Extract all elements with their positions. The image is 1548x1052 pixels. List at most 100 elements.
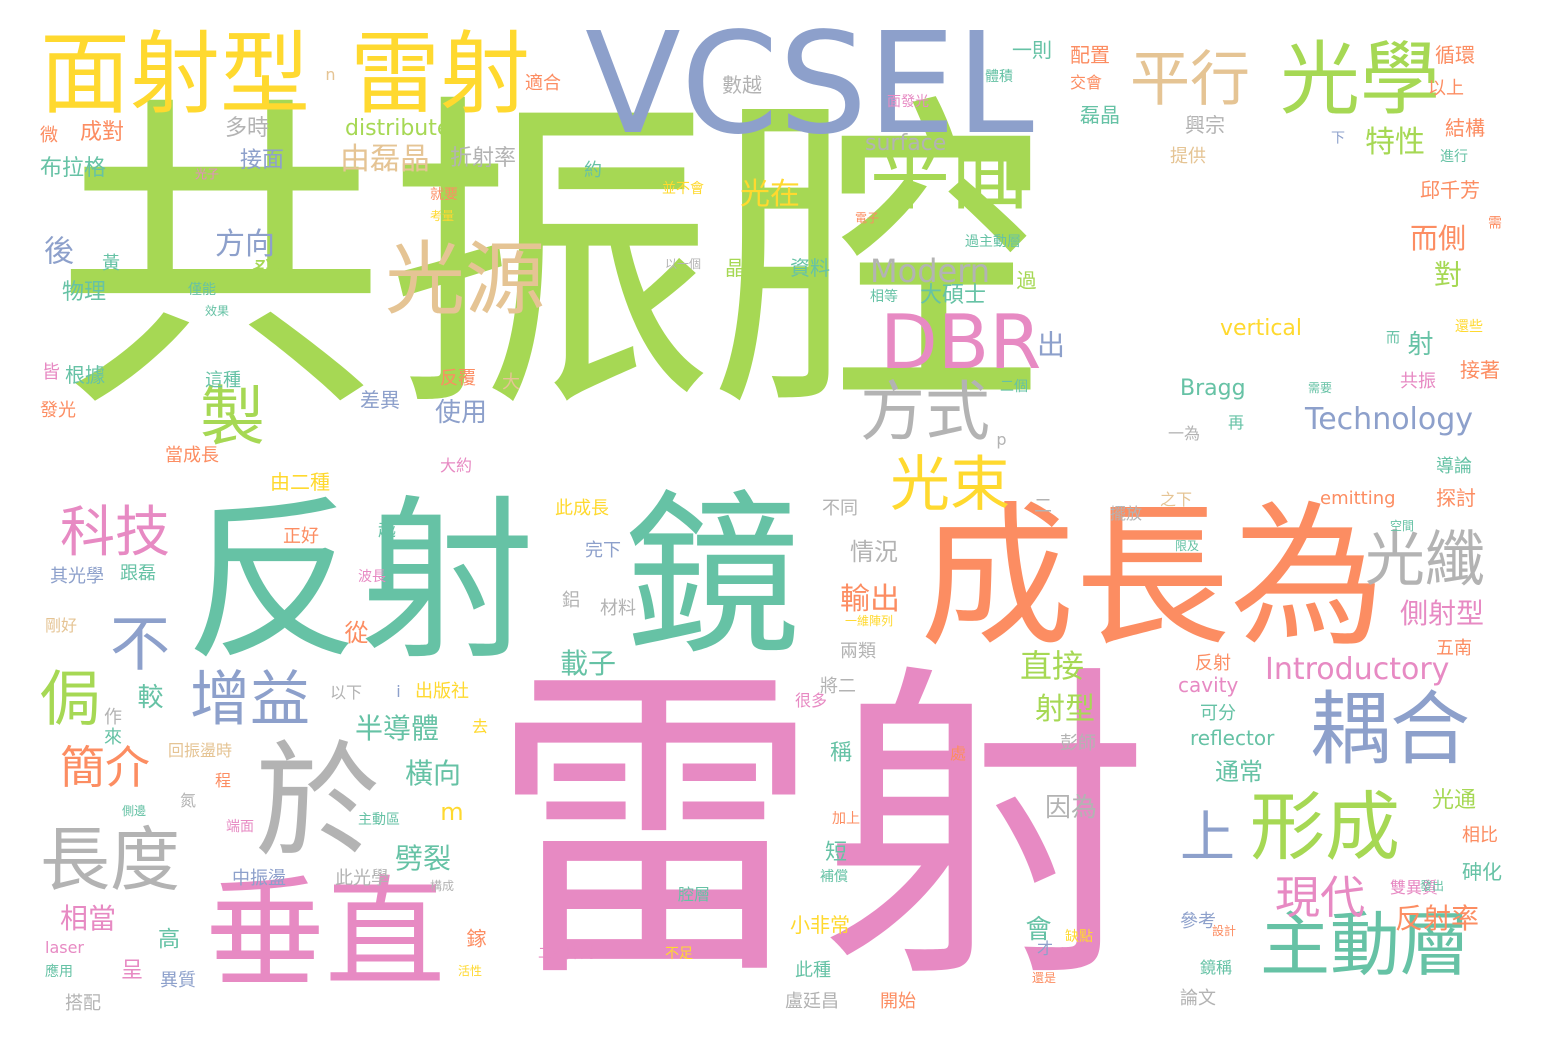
cloud-word: 才 bbox=[1034, 940, 1053, 956]
cloud-word: 完下 bbox=[585, 540, 621, 561]
cloud-word: 大約 bbox=[440, 456, 473, 475]
cloud-word: 不足 bbox=[665, 946, 693, 962]
cloud-word: 以下 bbox=[330, 683, 363, 702]
cloud-word: p bbox=[992, 430, 1011, 449]
cloud-word: 過主動層 bbox=[965, 234, 1021, 250]
cloud-word: 過 bbox=[1013, 270, 1037, 290]
cloud-word: 增益 bbox=[190, 665, 310, 735]
cloud-word: 空間 bbox=[1390, 519, 1415, 533]
cloud-word: 需 bbox=[1486, 215, 1502, 229]
cloud-word: 現代 bbox=[1275, 871, 1366, 924]
cloud-word: 中振盪 bbox=[232, 868, 286, 889]
cloud-word: 波長 bbox=[358, 569, 386, 585]
cloud-word: 平面 bbox=[870, 128, 1030, 221]
cloud-word: 光源 bbox=[385, 233, 545, 326]
cloud-word: 交會 bbox=[1070, 73, 1103, 92]
cloud-word: 根據 bbox=[65, 363, 105, 387]
cloud-word: 興宗 bbox=[1185, 113, 1225, 137]
cloud-word: 鏡 bbox=[625, 476, 800, 679]
cloud-word: 正好 bbox=[283, 526, 319, 547]
cloud-word: i bbox=[389, 682, 408, 701]
cloud-word: 下 bbox=[1329, 130, 1345, 144]
cloud-word: 劈裂 bbox=[395, 842, 452, 875]
cloud-word: 磊晶 bbox=[1080, 103, 1120, 127]
cloud-word: 二維陣列 bbox=[538, 946, 594, 962]
cloud-word: 布拉格 bbox=[40, 156, 107, 181]
cloud-word: 很多 bbox=[795, 691, 828, 710]
cloud-word: 其光學 bbox=[50, 566, 104, 587]
cloud-word: 小非常 bbox=[790, 913, 850, 937]
cloud-word: 半導體 bbox=[355, 712, 440, 745]
cloud-word: 黃 bbox=[99, 253, 120, 271]
cloud-word: 搭配 bbox=[65, 993, 101, 1014]
cloud-word: 以上 bbox=[1428, 78, 1464, 99]
cloud-word: 光子 bbox=[195, 167, 220, 181]
cloud-word: 方式 bbox=[860, 375, 991, 450]
cloud-word: Modern bbox=[870, 252, 991, 290]
cloud-word: 回振盪時 bbox=[168, 741, 233, 760]
cloud-word: 此光學 bbox=[335, 868, 389, 889]
cloud-word: 反覆 bbox=[440, 368, 476, 389]
cloud-word: 材料 bbox=[600, 598, 636, 619]
cloud-word: 射型 bbox=[1035, 692, 1095, 727]
cloud-word: reflector bbox=[1190, 726, 1275, 750]
cloud-word: 循環 bbox=[1435, 43, 1475, 67]
cloud-word: 方向 bbox=[215, 227, 275, 262]
cloud-word: 特性 bbox=[1365, 125, 1425, 160]
cloud-word: 情況 bbox=[850, 538, 898, 566]
cloud-word: 約 bbox=[581, 160, 602, 178]
cloud-word: 雷射 bbox=[490, 638, 1150, 1022]
cloud-word: 長度 bbox=[40, 819, 180, 901]
cloud-word: 由磊晶 bbox=[340, 142, 430, 177]
cloud-word: 體積 bbox=[985, 69, 1013, 85]
cloud-word: 成長為 bbox=[920, 487, 1385, 668]
cloud-word: 氮 bbox=[177, 792, 196, 808]
cloud-word: 跟磊 bbox=[120, 563, 156, 584]
cloud-word: Technology bbox=[1305, 402, 1474, 437]
cloud-word: 缺點 bbox=[1065, 929, 1093, 945]
cloud-word: distributed bbox=[345, 116, 465, 141]
cloud-word: 接著 bbox=[1460, 358, 1500, 382]
cloud-word: 通常 bbox=[1215, 758, 1263, 786]
cloud-word: 相等 bbox=[870, 289, 898, 305]
cloud-word: 邱千芳 bbox=[1420, 178, 1480, 202]
cloud-word: 呈 bbox=[117, 958, 142, 980]
cloud-word: 於 bbox=[255, 730, 380, 875]
cloud-word: 直接 bbox=[1020, 647, 1085, 685]
cloud-word: 限及 bbox=[1175, 539, 1200, 553]
cloud-word: 適合 bbox=[525, 73, 561, 94]
cloud-word: 上 bbox=[1180, 805, 1236, 869]
cloud-word: 作 bbox=[101, 707, 122, 725]
cloud-word: 雷射 bbox=[350, 22, 530, 127]
cloud-word: 面發光 bbox=[887, 94, 929, 110]
cloud-word: 這種 bbox=[205, 370, 241, 391]
cloud-word: 一為 bbox=[1168, 424, 1201, 443]
cloud-word: 鏡稱 bbox=[1200, 958, 1233, 977]
cloud-word: 彭師 bbox=[1060, 733, 1096, 754]
cloud-word: 僅能 bbox=[188, 282, 216, 298]
cloud-word: 形成 bbox=[1250, 783, 1401, 871]
cloud-word: 射 bbox=[1403, 330, 1433, 356]
cloud-word: 參考 bbox=[1180, 911, 1216, 932]
cloud-word: 而 bbox=[1384, 330, 1400, 344]
cloud-word: 發出 bbox=[1420, 879, 1445, 893]
cloud-word: 從 bbox=[340, 620, 368, 644]
cloud-word: 二 bbox=[1031, 496, 1052, 514]
cloud-word: 折射率 bbox=[450, 146, 517, 171]
cloud-word: 開始 bbox=[880, 991, 916, 1012]
cloud-word: 反射 bbox=[185, 481, 535, 684]
cloud-word: 還是 bbox=[1032, 971, 1057, 985]
cloud-word: 考量 bbox=[430, 209, 455, 223]
cloud-word: 加上 bbox=[832, 811, 860, 827]
cloud-word: vertical bbox=[1220, 316, 1303, 341]
cloud-word: 之下 bbox=[1160, 490, 1193, 509]
cloud-word: VCSEL bbox=[585, 3, 1034, 166]
cloud-word: 提供 bbox=[1170, 146, 1206, 167]
cloud-word: 大 bbox=[499, 372, 520, 390]
cloud-word: 設計 bbox=[1212, 924, 1237, 938]
cloud-word: DBR bbox=[880, 298, 1042, 386]
cloud-word: 此成長 bbox=[555, 498, 609, 519]
cloud-word: 來 bbox=[101, 727, 122, 745]
cloud-word: 此種 bbox=[795, 960, 831, 981]
